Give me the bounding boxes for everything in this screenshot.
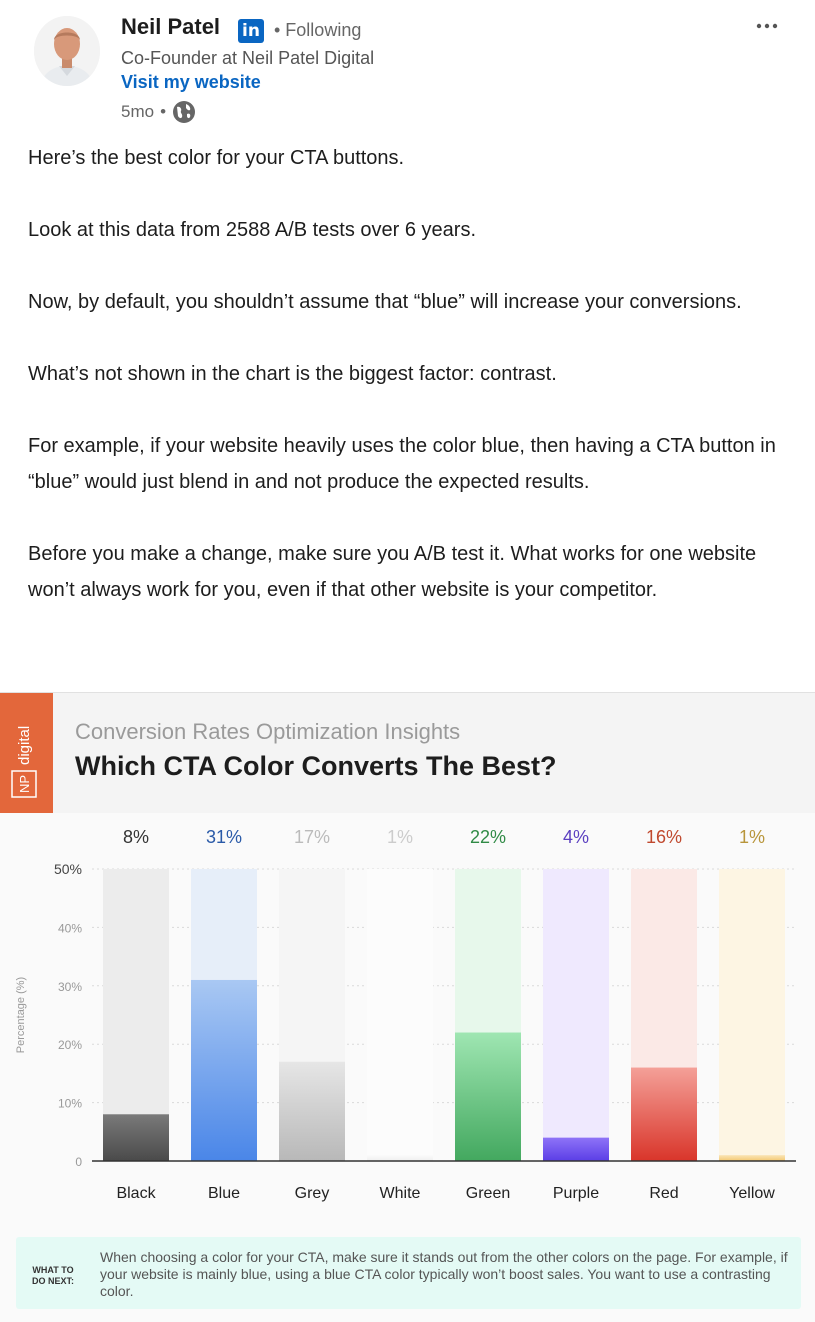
what-to-do-next-text: When choosing a color for your CTA, make… bbox=[100, 1249, 788, 1299]
bar-green bbox=[455, 1032, 521, 1161]
value-label: 31% bbox=[206, 827, 242, 847]
chart-title: Which CTA Color Converts The Best? bbox=[75, 751, 557, 781]
y-tick-label: 50% bbox=[54, 861, 82, 877]
post-paragraph: Now, by default, you shouldn’t assume th… bbox=[28, 291, 742, 313]
post-text: Here’s the best color for your CTA butto… bbox=[28, 140, 808, 644]
bar-track bbox=[367, 869, 433, 1161]
y-tick-label: 10% bbox=[58, 1097, 82, 1111]
category-label: Yellow bbox=[729, 1185, 775, 1202]
linkedin-badge-icon: in bbox=[238, 19, 264, 43]
category-label: Red bbox=[649, 1185, 678, 1202]
author-avatar[interactable] bbox=[34, 16, 100, 86]
y-tick-label: 0 bbox=[75, 1155, 82, 1169]
bar-track bbox=[719, 869, 785, 1161]
meta-separator: • bbox=[160, 102, 167, 121]
value-label: 1% bbox=[739, 827, 765, 847]
visit-website-link[interactable]: Visit my website bbox=[121, 72, 261, 92]
bar-grey bbox=[279, 1061, 345, 1161]
infographic-image[interactable]: NP digital Conversion Rates Optimization… bbox=[0, 692, 815, 1322]
bar-track bbox=[103, 869, 169, 1161]
infographic-header: NP digital Conversion Rates Optimization… bbox=[0, 693, 815, 813]
y-tick-label: 30% bbox=[58, 980, 82, 994]
y-tick-label: 20% bbox=[58, 1038, 82, 1052]
bar-purple bbox=[543, 1137, 609, 1161]
y-axis-title: Percentage (%) bbox=[15, 977, 27, 1053]
post-time: 5mo bbox=[121, 102, 155, 121]
brand-digital-text: digital bbox=[16, 726, 33, 765]
bar-white bbox=[367, 1155, 433, 1161]
post-paragraph: For example, if your website heavily use… bbox=[28, 435, 776, 493]
what-to-do-next-box: WHAT TO DO NEXT: When choosing a color f… bbox=[16, 1237, 801, 1309]
what-to-do-next-label: WHAT TO DO NEXT: bbox=[31, 1265, 74, 1286]
bar-black bbox=[103, 1114, 169, 1161]
value-label: 17% bbox=[294, 827, 330, 847]
category-label: Black bbox=[116, 1185, 156, 1202]
following-status: • Following bbox=[274, 20, 362, 40]
avatar-portrait-icon bbox=[34, 16, 100, 86]
category-label: Grey bbox=[295, 1185, 330, 1202]
brand-np-text: NP bbox=[17, 775, 32, 793]
post-paragraph: Here’s the best color for your CTA butto… bbox=[28, 147, 405, 169]
value-label: 16% bbox=[646, 827, 682, 847]
category-label: Blue bbox=[208, 1185, 240, 1202]
value-label: 8% bbox=[123, 827, 149, 847]
post-paragraph: Look at this data from 2588 A/B tests ov… bbox=[28, 219, 477, 241]
cta-color-bar-chart: 0 10% 20% 30% 40% 50% Percentage (%) 8% Black 31%… bbox=[15, 827, 796, 1202]
author-name[interactable]: Neil Patel bbox=[121, 14, 221, 39]
np-digital-logo-mark: NP digital bbox=[11, 726, 37, 798]
globe-icon bbox=[173, 101, 196, 123]
bar-red bbox=[631, 1067, 697, 1161]
infographic-subtitle: Conversion Rates Optimization Insights bbox=[75, 719, 461, 744]
post-meta: 5mo • bbox=[121, 100, 196, 124]
bar-track bbox=[543, 869, 609, 1161]
y-tick-label: 40% bbox=[58, 921, 82, 935]
value-label: 1% bbox=[387, 827, 413, 847]
bar-blue bbox=[191, 979, 257, 1161]
more-options-button[interactable] bbox=[748, 6, 788, 42]
author-headline: Co-Founder at Neil Patel Digital bbox=[121, 48, 375, 68]
bar-yellow bbox=[719, 1155, 785, 1161]
ellipsis-icon bbox=[756, 23, 778, 29]
value-label: 22% bbox=[470, 827, 506, 847]
post-paragraph: Before you make a change, make sure you … bbox=[28, 543, 757, 601]
post-paragraph: What’s not shown in the chart is the big… bbox=[28, 363, 557, 385]
np-digital-logo: NP digital bbox=[0, 693, 53, 813]
category-label: Purple bbox=[553, 1185, 599, 1202]
value-label: 4% bbox=[563, 827, 589, 847]
category-label: White bbox=[380, 1185, 421, 1202]
category-label: Green bbox=[466, 1185, 510, 1202]
